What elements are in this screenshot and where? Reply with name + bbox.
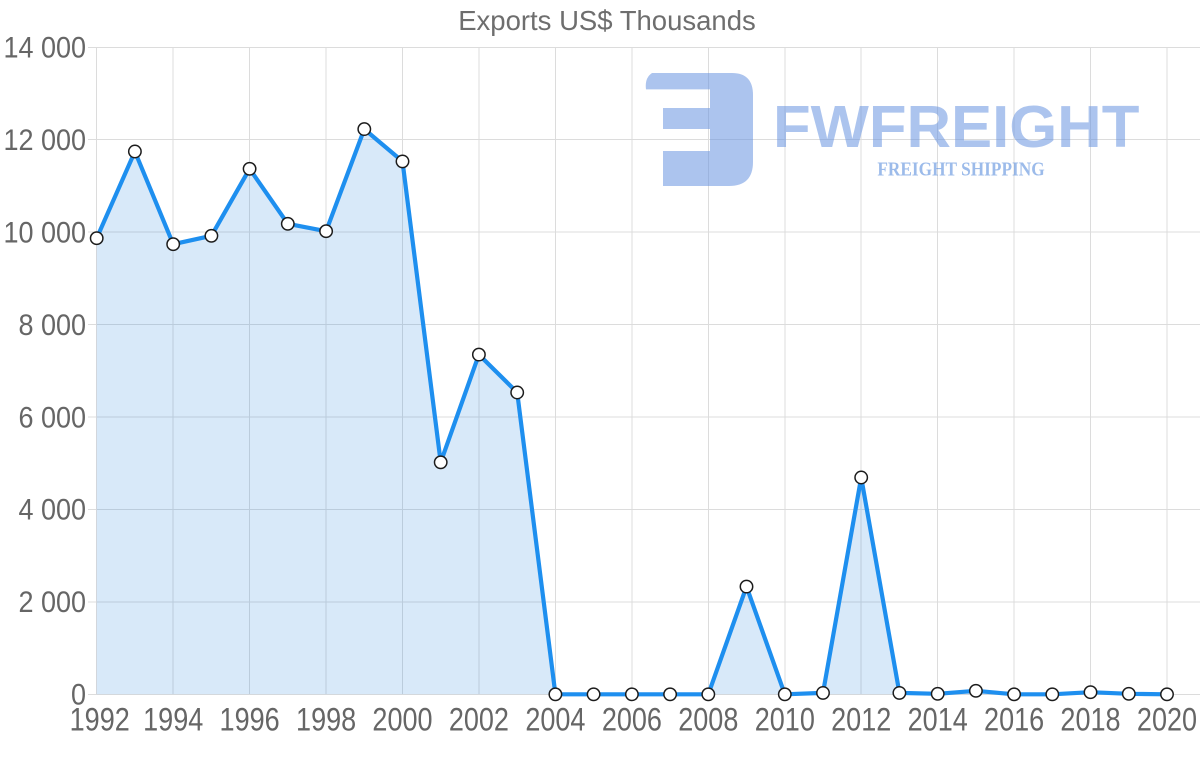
svg-text:1994: 1994 [143,702,203,738]
svg-text:14 000: 14 000 [3,31,86,65]
svg-text:0: 0 [71,678,86,712]
svg-text:1998: 1998 [296,702,356,738]
svg-text:2018: 2018 [1060,702,1120,738]
svg-text:Exports US$ Thousands: Exports US$ Thousands [458,5,756,36]
svg-text:2006: 2006 [602,702,662,738]
svg-text:2008: 2008 [678,702,738,738]
svg-text:2020: 2020 [1137,702,1197,738]
svg-text:FWFREIGHT: FWFREIGHT [773,93,1140,159]
svg-text:12 000: 12 000 [3,124,86,158]
svg-text:4 000: 4 000 [18,493,86,527]
svg-text:2 000: 2 000 [18,586,86,620]
svg-text:2002: 2002 [449,702,509,738]
svg-text:8 000: 8 000 [18,309,86,343]
svg-text:2004: 2004 [525,702,585,738]
svg-text:1996: 1996 [220,702,280,738]
svg-text:2000: 2000 [372,702,432,738]
svg-text:2014: 2014 [908,702,968,738]
svg-text:10 000: 10 000 [3,216,86,250]
svg-text:2010: 2010 [755,702,815,738]
svg-text:FREIGHT SHIPPING: FREIGHT SHIPPING [877,158,1045,180]
svg-text:2012: 2012 [831,702,891,738]
svg-text:6 000: 6 000 [18,401,86,435]
svg-text:1992: 1992 [70,702,130,738]
svg-text:2016: 2016 [984,702,1044,738]
